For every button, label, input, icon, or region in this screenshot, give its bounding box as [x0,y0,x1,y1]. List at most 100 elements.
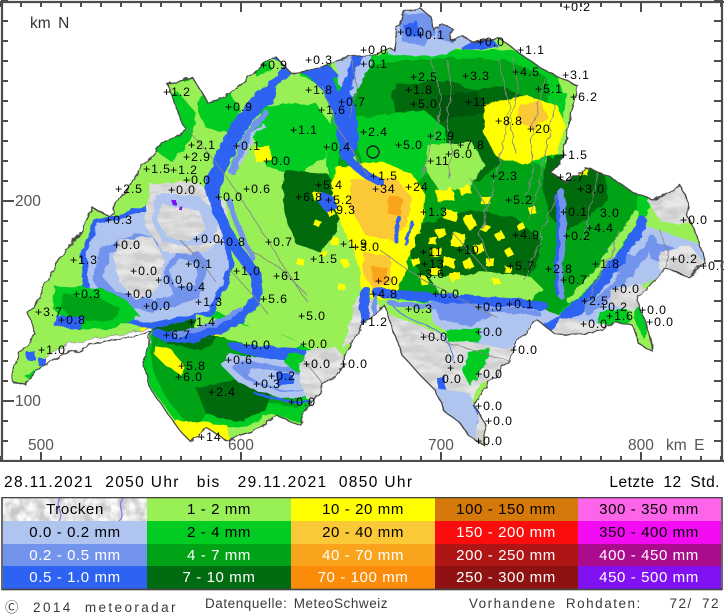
svg-text:+6.0: +6.0 [175,370,203,384]
svg-text:+0.0: +0.0 [485,414,513,428]
svg-text:+0.2: +0.2 [563,0,591,14]
svg-text:+6.0: +6.0 [445,147,473,161]
svg-text:+0.0: +0.0 [243,338,271,352]
svg-text:+34: +34 [372,182,396,196]
svg-text:200: 200 [15,193,41,210]
svg-text:+0.0: +0.0 [475,367,503,381]
svg-text:0.0 - 0.2 mm: 0.0 - 0.2 mm [29,524,120,541]
svg-text:+3.3: +3.3 [462,69,490,83]
svg-text:+0.8: +0.8 [58,313,86,327]
svg-text:+0.0: +0.0 [183,173,211,187]
svg-text:+0.2: +0.2 [670,252,698,266]
svg-text:0.2 - 0.5 mm: 0.2 - 0.5 mm [29,547,120,564]
svg-text:+0.0: +0.0 [432,287,460,301]
svg-text:km E: km E [666,437,704,454]
svg-text:+5.1: +5.1 [535,82,563,96]
svg-text:+6.7: +6.7 [163,328,191,342]
svg-text:+1.6: +1.6 [318,103,346,117]
svg-text:+: + [447,361,455,375]
svg-text:+11: +11 [465,95,488,109]
svg-text:+2.1: +2.1 [188,138,216,152]
svg-text:+0.1: +0.1 [233,139,261,153]
svg-text:+0.0: +0.0 [420,330,448,344]
svg-text:+5.0: +5.0 [298,309,326,323]
svg-text:0.0: 0.0 [445,352,465,366]
svg-text:+3.7: +3.7 [35,305,63,319]
svg-text:+0.0: +0.0 [475,300,503,314]
svg-text:300 - 350 mm: 300 - 350 mm [599,501,699,518]
svg-text:2 - 4 mm: 2 - 4 mm [187,524,251,541]
svg-text:+6.2: +6.2 [570,90,598,104]
svg-text:+1.8: +1.8 [592,257,620,271]
svg-text:+11: +11 [427,154,450,168]
svg-text:+1.3: +1.3 [70,253,98,267]
svg-text:+0.8: +0.8 [218,235,246,249]
svg-text:+5.0: +5.0 [410,97,438,111]
svg-text:+3.6: +3.6 [417,267,445,281]
svg-text:+0.1: +0.1 [560,205,588,219]
svg-text:+0.3: +0.3 [405,302,433,316]
svg-text:100: 100 [15,393,41,410]
svg-text:+9.3: +9.3 [328,203,356,217]
svg-text:+0.0: +0.0 [130,264,158,278]
svg-text:+0.0: +0.0 [646,315,674,329]
svg-text:+1.2: +1.2 [170,163,198,177]
svg-text:+0.0: +0.0 [113,238,141,252]
svg-text:10 - 20 mm: 10 - 20 mm [322,501,404,518]
svg-text:+1.3: +1.3 [195,295,223,309]
svg-text:+0.0: +0.0 [125,287,153,301]
svg-text:+0.1: +0.1 [417,28,445,42]
svg-text:700: 700 [428,437,454,454]
svg-text:+0.0: +0.0 [360,43,388,57]
svg-text:+0.0: +0.0 [300,337,328,351]
svg-text:+3.1: +3.1 [562,68,590,82]
svg-text:200 - 250 mm: 200 - 250 mm [456,547,556,564]
svg-text:+0.0: +0.0 [700,259,724,273]
svg-text:+0.0: +0.0 [397,25,425,39]
svg-text:70 - 100 mm: 70 - 100 mm [318,569,409,586]
svg-text:+2.9: +2.9 [183,150,211,164]
svg-text:+20: +20 [375,274,399,288]
svg-text:+2.9: +2.9 [427,129,455,143]
svg-text:+1.5: +1.5 [370,169,398,183]
svg-text:+0.0: +0.0 [155,273,183,287]
svg-text:+0.0: +0.0 [263,154,291,168]
svg-text:500: 500 [28,437,54,454]
svg-text:+3.0: +3.0 [352,240,380,254]
svg-text:+0.0: +0.0 [680,213,708,227]
svg-text:+10: +10 [456,243,480,257]
svg-text:100 - 150 mm: 100 - 150 mm [456,501,556,518]
svg-text:0.5 - 1.0 mm: 0.5 - 1.0 mm [29,569,120,586]
svg-text:+5.4: +5.4 [315,178,343,192]
svg-text:+1.5: +1.5 [560,148,588,162]
svg-text:7 - 10 mm: 7 - 10 mm [183,569,256,586]
svg-text:+0.0: +0.0 [639,303,667,317]
svg-text:+2.4: +2.4 [208,385,236,399]
svg-text:+20: +20 [527,122,551,136]
svg-text:+0.0: +0.0 [475,325,503,339]
svg-text:+5.2: +5.2 [325,193,353,207]
svg-text:+5.0: +5.0 [395,138,423,152]
svg-text:+4.9: +4.9 [512,228,540,242]
svg-text:+0.0: +0.0 [143,299,171,313]
svg-text:+0.7: +0.7 [560,273,588,287]
svg-text:3.0: 3.0 [600,206,620,220]
svg-text:+0.9: +0.9 [225,100,253,114]
svg-text:+1.8: +1.8 [405,83,433,97]
svg-text:350 - 400 mm: 350 - 400 mm [599,524,699,541]
svg-text:20 - 40 mm: 20 - 40 mm [322,524,404,541]
svg-text:+1.6: +1.6 [606,309,634,323]
svg-text:40 - 70 mm: 40 - 70 mm [322,547,404,564]
svg-text:+1.3: +1.3 [420,205,448,219]
svg-text:+0.0: +0.0 [475,434,503,448]
svg-text:+5.2: +5.2 [505,193,533,207]
svg-text:+2.5: +2.5 [410,70,438,84]
svg-text:+2.3: +2.3 [490,169,518,183]
svg-text:450 - 500 mm: 450 - 500 mm [599,569,699,586]
svg-text:+0.0: +0.0 [580,317,608,331]
svg-text:+0.0: +0.0 [340,357,368,371]
svg-text:+1.9: +1.9 [340,237,368,251]
svg-text:+5.8: +5.8 [178,359,206,373]
svg-text:+0.1: +0.1 [360,57,388,71]
svg-text:+0.3: +0.3 [73,287,101,301]
